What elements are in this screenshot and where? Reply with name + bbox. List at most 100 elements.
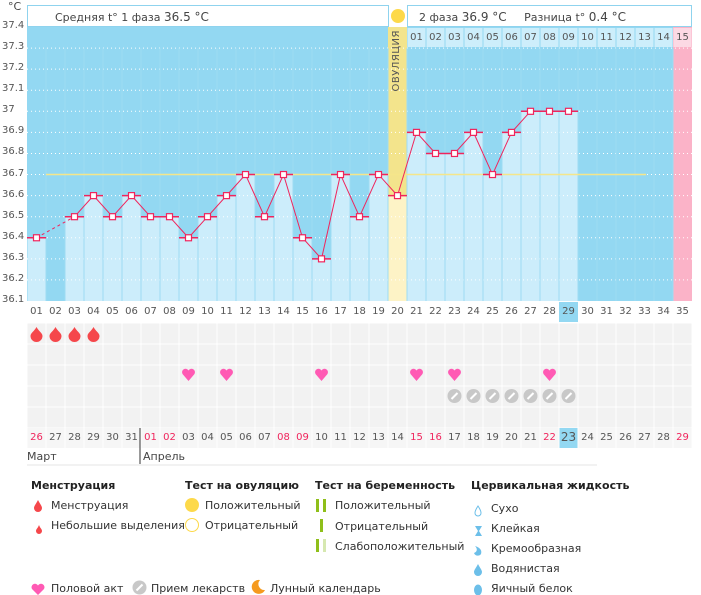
symptom-cell bbox=[27, 386, 46, 407]
symptom-cell bbox=[236, 365, 255, 386]
symptom-cell bbox=[141, 344, 160, 365]
calendar-date[interactable]: 25 bbox=[600, 432, 613, 443]
symptom-cell bbox=[160, 344, 179, 365]
legend-ovulation-positive: Положительный bbox=[205, 499, 301, 512]
phase2-day-cell bbox=[502, 28, 521, 47]
legend-lunar-calendar[interactable]: Лунный календарь bbox=[270, 582, 381, 595]
calendar-date[interactable]: 26 bbox=[30, 432, 43, 443]
calendar-date[interactable]: 28 bbox=[657, 432, 670, 443]
calendar-date[interactable]: 02 bbox=[163, 432, 176, 443]
date-cell bbox=[464, 428, 483, 448]
temperature-bar bbox=[84, 195, 103, 301]
temperature-point bbox=[355, 213, 364, 221]
symptom-cell bbox=[350, 407, 369, 428]
calendar-date[interactable]: 26 bbox=[619, 432, 632, 443]
calendar-date[interactable]: 29 bbox=[87, 432, 100, 443]
symptom-cell bbox=[312, 407, 331, 428]
phase2-day-label: 04 bbox=[467, 32, 480, 43]
small-drop-icon bbox=[35, 520, 43, 539]
temperature-point bbox=[127, 192, 136, 200]
y-tick-label: 37 bbox=[2, 104, 15, 116]
symptom-cell bbox=[483, 323, 502, 344]
symptom-cell bbox=[426, 344, 445, 365]
symptom-cell bbox=[559, 365, 578, 386]
calendar-date[interactable]: 10 bbox=[315, 432, 328, 443]
date-cell bbox=[331, 428, 350, 448]
menstruation-drop-icon bbox=[87, 327, 100, 342]
symptom-cell bbox=[559, 407, 578, 428]
symptom-cell bbox=[274, 365, 293, 386]
calendar-date[interactable]: 14 bbox=[391, 432, 404, 443]
symptom-cell bbox=[65, 365, 84, 386]
calendar-date[interactable]: 23 bbox=[560, 430, 577, 444]
calendar-date[interactable]: 24 bbox=[581, 432, 594, 443]
symptom-cell bbox=[369, 386, 388, 407]
calendar-date[interactable]: 03 bbox=[182, 432, 195, 443]
temperature-point bbox=[89, 192, 98, 200]
symptom-cell bbox=[502, 365, 521, 386]
sticky-icon bbox=[474, 522, 484, 541]
calendar-date[interactable]: 12 bbox=[353, 432, 366, 443]
legend-cervical-title: Цервикальная жидкость bbox=[471, 479, 630, 492]
calendar-date[interactable]: 01 bbox=[144, 432, 157, 443]
phase2-day-cell bbox=[597, 28, 616, 47]
symptom-cell bbox=[65, 407, 84, 428]
calendar-date[interactable]: 07 bbox=[258, 432, 271, 443]
calendar-date[interactable]: 29 bbox=[676, 432, 689, 443]
symptom-cell bbox=[103, 323, 122, 344]
cycle-day-label: 22 bbox=[429, 306, 442, 317]
temperature-bar bbox=[540, 111, 559, 301]
calendar-date[interactable]: 06 bbox=[239, 432, 252, 443]
symptom-cell bbox=[141, 407, 160, 428]
date-cell bbox=[274, 428, 293, 448]
calendar-date[interactable]: 18 bbox=[467, 432, 480, 443]
calendar-date[interactable]: 20 bbox=[505, 432, 518, 443]
calendar-date[interactable]: 13 bbox=[372, 432, 385, 443]
calendar-date[interactable]: 05 bbox=[220, 432, 233, 443]
calendar-date[interactable]: 04 bbox=[201, 432, 214, 443]
phase2-day-label: 08 bbox=[543, 32, 556, 43]
legend-cervical-sticky: Клейкая bbox=[491, 522, 540, 535]
temperature-point bbox=[526, 107, 535, 115]
calendar-date[interactable]: 31 bbox=[125, 432, 138, 443]
moon-icon[interactable] bbox=[250, 579, 266, 595]
temperature-line-segment bbox=[397, 132, 417, 196]
symptom-cell bbox=[673, 407, 692, 428]
calendar-date[interactable]: 30 bbox=[106, 432, 119, 443]
calendar-date[interactable]: 22 bbox=[543, 432, 556, 443]
y-tick-label: 36.8 bbox=[2, 146, 25, 158]
calendar-date[interactable]: 08 bbox=[277, 432, 290, 443]
calendar-date[interactable]: 09 bbox=[296, 432, 309, 443]
legend-ovulation-title: Тест на овуляцию bbox=[185, 479, 299, 492]
calendar-date[interactable]: 17 bbox=[448, 432, 461, 443]
calendar-date[interactable]: 19 bbox=[486, 432, 499, 443]
temperature-line-segment bbox=[321, 174, 341, 259]
calendar-date[interactable]: 11 bbox=[334, 432, 347, 443]
symptom-cell bbox=[312, 323, 331, 344]
cycle-day-label: 04 bbox=[87, 306, 100, 317]
symptom-cell bbox=[65, 344, 84, 365]
calendar-date[interactable]: 27 bbox=[49, 432, 62, 443]
calendar-date[interactable]: 28 bbox=[68, 432, 81, 443]
calendar-date[interactable]: 21 bbox=[524, 432, 537, 443]
calendar-date[interactable]: 15 bbox=[410, 432, 423, 443]
temperature-point bbox=[298, 234, 307, 242]
symptom-cell bbox=[312, 386, 331, 407]
phase2-day-label: 13 bbox=[638, 32, 651, 43]
temperature-point bbox=[469, 128, 478, 136]
symptom-cell bbox=[198, 407, 217, 428]
symptom-cell bbox=[521, 344, 540, 365]
cycle-day-label: 17 bbox=[334, 306, 347, 317]
symptom-cell bbox=[483, 365, 502, 386]
phase2-header: 2 фаза 36.9 °C Разница t° 0.4 °C bbox=[407, 5, 692, 27]
phase2-day-cell bbox=[616, 28, 635, 47]
symptom-cell bbox=[616, 407, 635, 428]
cycle-day-label: 25 bbox=[486, 306, 499, 317]
temperature-bar bbox=[559, 111, 578, 301]
date-cell bbox=[673, 428, 692, 448]
calendar-date[interactable]: 16 bbox=[429, 432, 442, 443]
symptom-cell bbox=[407, 344, 426, 365]
calendar-date[interactable]: 27 bbox=[638, 432, 651, 443]
symptom-cell bbox=[198, 365, 217, 386]
